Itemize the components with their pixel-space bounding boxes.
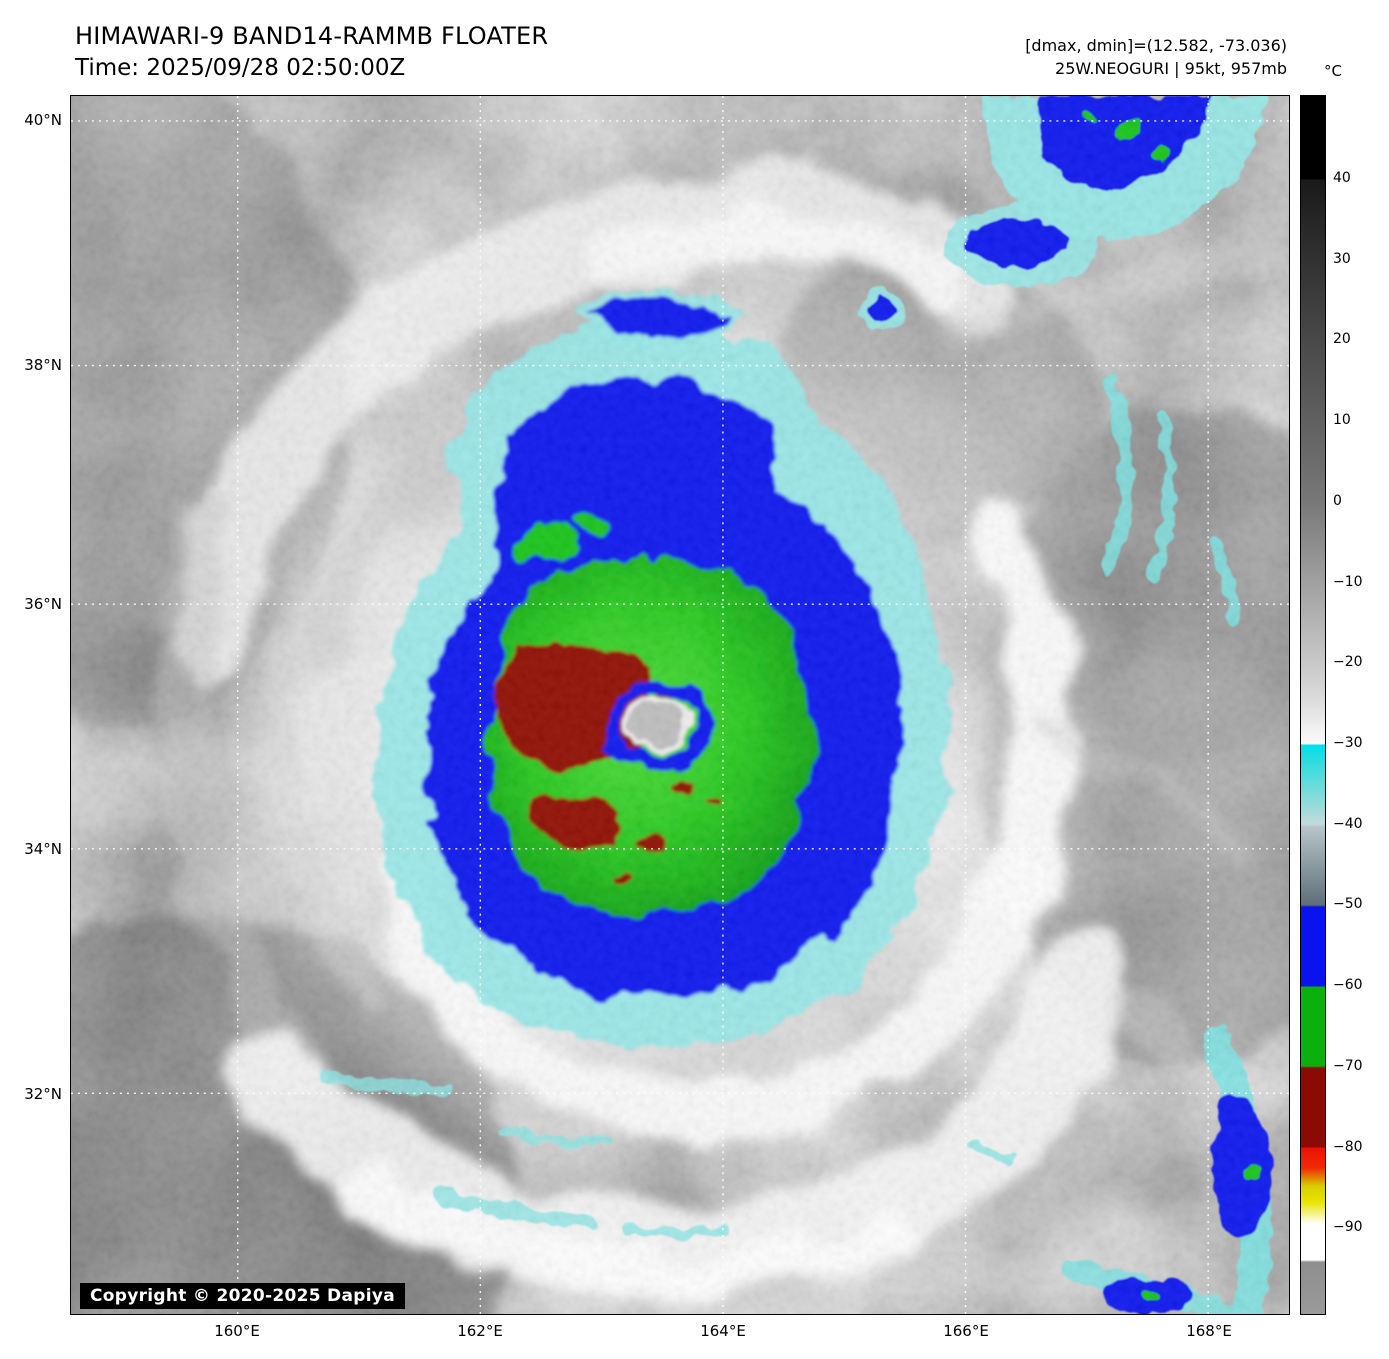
lat-tick-40n: 40°N (24, 111, 62, 129)
satellite-image (71, 96, 1289, 1314)
figure-title: HIMAWARI-9 BAND14-RAMMB FLOATER (75, 22, 549, 50)
colorbar-tick: −60 (1333, 977, 1363, 993)
colorbar-tick: 40 (1333, 170, 1351, 186)
map-panel: Copyright © 2020-2025 Dapiya (70, 95, 1290, 1315)
colorbar-tick: −10 (1333, 574, 1363, 590)
lon-tick-162e: 162°E (457, 1322, 503, 1340)
lon-tick-160e: 160°E (214, 1322, 260, 1340)
lat-tick-32n: 32°N (24, 1085, 62, 1103)
latlon-grid (71, 96, 1289, 1314)
colorbar-tick: −50 (1333, 896, 1363, 912)
colorbar-tick: 0 (1333, 493, 1342, 509)
colorbar-tick: −70 (1333, 1058, 1363, 1074)
copyright-label: Copyright © 2020-2025 Dapiya (80, 1283, 405, 1309)
lat-tick-36n: 36°N (24, 595, 62, 613)
colorbar-tick: −20 (1333, 654, 1363, 670)
lon-tick-166e: 166°E (943, 1322, 989, 1340)
noise-overlay (71, 96, 1289, 1314)
header-right: [dmax, dmin]=(12.582, -73.036) 25W.NEOGU… (1025, 34, 1287, 80)
figure-time: Time: 2025/09/28 02:50:00Z (75, 55, 406, 81)
storm-info-label: 25W.NEOGURI | 95kt, 957mb (1055, 59, 1287, 78)
colorbar-tick: 10 (1333, 412, 1351, 428)
lon-tick-164e: 164°E (700, 1322, 746, 1340)
colorbar-tick: −90 (1333, 1219, 1363, 1235)
colorbar-tick: −30 (1333, 735, 1363, 751)
colorbar-tick: 20 (1333, 331, 1351, 347)
colorbar-tick: −40 (1333, 816, 1363, 832)
colorbar-tick: −80 (1333, 1139, 1363, 1155)
lat-tick-38n: 38°N (24, 356, 62, 374)
dmax-dmin-label: [dmax, dmin]=(12.582, -73.036) (1025, 36, 1287, 55)
colorbar-unit-label: °C (1324, 62, 1342, 80)
lon-tick-168e: 168°E (1186, 1322, 1232, 1340)
lat-tick-34n: 34°N (24, 840, 62, 858)
colorbar-tick: 30 (1333, 251, 1351, 267)
colorbar-gradient (1300, 95, 1326, 1315)
